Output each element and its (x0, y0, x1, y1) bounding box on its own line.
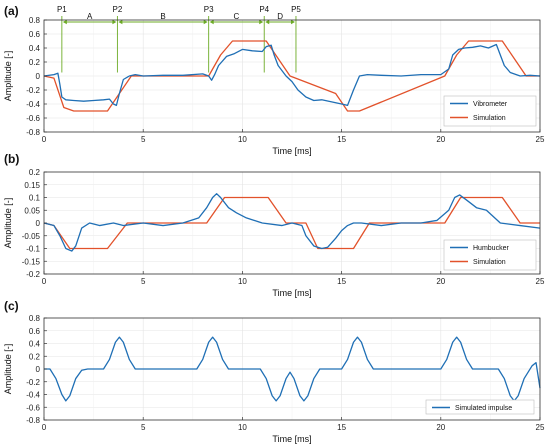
phase-span-label: C (234, 12, 240, 21)
y-tick-label: -0.6 (26, 403, 40, 412)
phase-span-label: B (160, 12, 165, 21)
series-line-humbucker (43, 193, 541, 252)
x-tick-label: 20 (436, 423, 445, 432)
legend: Vibrometer Simulation (443, 95, 537, 127)
y-tick-label: 0 (36, 365, 41, 374)
y-tick-label: 0.2 (29, 58, 41, 67)
panel-2: 0 5 10 15 20 25 -0.2 -0.15 -0.1 -0.05 0 0.05 0.1 0.15… (3, 152, 545, 298)
x-tick-label: 0 (42, 277, 47, 286)
y-tick-label: 0.4 (29, 340, 41, 349)
x-tick-label: 0 (42, 135, 47, 144)
y-tick-label: 0.6 (29, 327, 41, 336)
x-tick-label: 5 (141, 277, 146, 286)
y-tick-label: -0.8 (26, 128, 40, 137)
y-axis-label: Amplitude [-] (3, 198, 13, 249)
x-tick-label: 0 (42, 423, 47, 432)
phase-annotations: P1 P2 P3 P4 P5 A B C D (57, 5, 301, 73)
arrowhead-right-icon (290, 19, 295, 25)
y-tick-label: 0.8 (29, 16, 41, 25)
legend: Simulated impulse (425, 399, 535, 415)
y-tick-label: 0 (36, 72, 41, 81)
legend-entry: Simulated impulse (455, 405, 512, 412)
panel-label: (c) (4, 299, 19, 313)
x-tick-label: 15 (337, 423, 346, 432)
x-tick-label: 25 (536, 135, 545, 144)
series-line-simulation (43, 40, 540, 112)
arrowhead-right-icon (203, 19, 208, 25)
arrowhead-left-icon (62, 19, 67, 25)
arrowhead-left-icon (118, 19, 123, 25)
phase-point-label: P3 (204, 5, 214, 14)
x-tick-label: 25 (536, 277, 545, 286)
phase-span-label: A (87, 12, 93, 21)
x-tick-label: 20 (436, 277, 445, 286)
y-tick-label: -0.05 (22, 232, 41, 241)
panel-1: P1 P2 P3 P4 P5 A B C D 0 5 10 15 20 25 -0.8 -0.6 -0.4 -0.2… (3, 4, 545, 156)
phase-point-label: P2 (113, 5, 123, 14)
x-tick-label: 5 (141, 423, 146, 432)
legend-entry: Humbucker (473, 245, 509, 252)
y-axis-label: Amplitude [-] (3, 51, 13, 102)
legend-entry: Simulation (473, 115, 506, 122)
panel-label: (a) (4, 4, 19, 18)
y-tick-label: 0.6 (29, 30, 41, 39)
x-tick-label: 10 (238, 135, 247, 144)
x-tick-label: 25 (536, 423, 545, 432)
x-tick-label: 5 (141, 135, 146, 144)
y-tick-label: -0.15 (22, 257, 41, 266)
x-tick-label: 15 (337, 277, 346, 286)
legend-entry: Simulation (473, 259, 506, 266)
legend-entry: Vibrometer (473, 101, 508, 108)
arrowhead-right-icon (112, 19, 117, 25)
phase-point-label: P4 (259, 5, 269, 14)
arrowhead-left-icon (209, 19, 214, 25)
x-tick-label: 15 (337, 135, 346, 144)
panel-label: (b) (4, 152, 19, 166)
x-tick-label: 20 (436, 135, 445, 144)
y-tick-label: 0.2 (29, 168, 41, 177)
y-tick-label: 0.4 (29, 44, 41, 53)
legend-box (425, 399, 535, 415)
y-tick-label: -0.2 (26, 378, 40, 387)
arrowhead-right-icon (259, 19, 264, 25)
y-tick-label: -0.8 (26, 416, 40, 425)
y-tick-label: 0 (36, 219, 41, 228)
y-tick-label: 0.15 (24, 181, 40, 190)
x-axis-label: Time [ms] (272, 288, 311, 298)
series-line-vibrometer (43, 43, 541, 107)
phase-point-label: P5 (291, 5, 301, 14)
phase-point-label: P1 (57, 5, 67, 14)
y-tick-label: -0.1 (26, 245, 40, 254)
y-tick-label: -0.2 (26, 270, 40, 279)
x-axis-label: Time [ms] (272, 434, 311, 444)
arrowhead-left-icon (265, 19, 270, 25)
y-tick-label: -0.6 (26, 114, 40, 123)
panel-3: 0 5 10 15 20 25 -0.8 -0.6 -0.4 -0.2 0 0.2 0.4 0.6 0.8 T… (3, 299, 545, 444)
series-line-simulated-impulse (44, 336, 541, 402)
y-tick-label: -0.2 (26, 86, 40, 95)
y-tick-label: 0.1 (29, 194, 41, 203)
legend-box (443, 239, 537, 271)
x-axis-label: Time [ms] (272, 146, 311, 156)
phase-span-label: D (277, 12, 283, 21)
legend-box (443, 95, 537, 127)
y-tick-label: 0.05 (24, 206, 40, 215)
x-tick-label: 10 (238, 423, 247, 432)
y-tick-label: -0.4 (26, 391, 40, 400)
y-tick-label: 0.8 (29, 314, 41, 323)
y-tick-label: 0.2 (29, 352, 41, 361)
series-line-simulation (43, 196, 540, 250)
y-tick-label: -0.4 (26, 100, 40, 109)
y-axis-label: Amplitude [-] (3, 344, 13, 395)
x-tick-label: 10 (238, 277, 247, 286)
legend: Humbucker Simulation (443, 239, 537, 271)
